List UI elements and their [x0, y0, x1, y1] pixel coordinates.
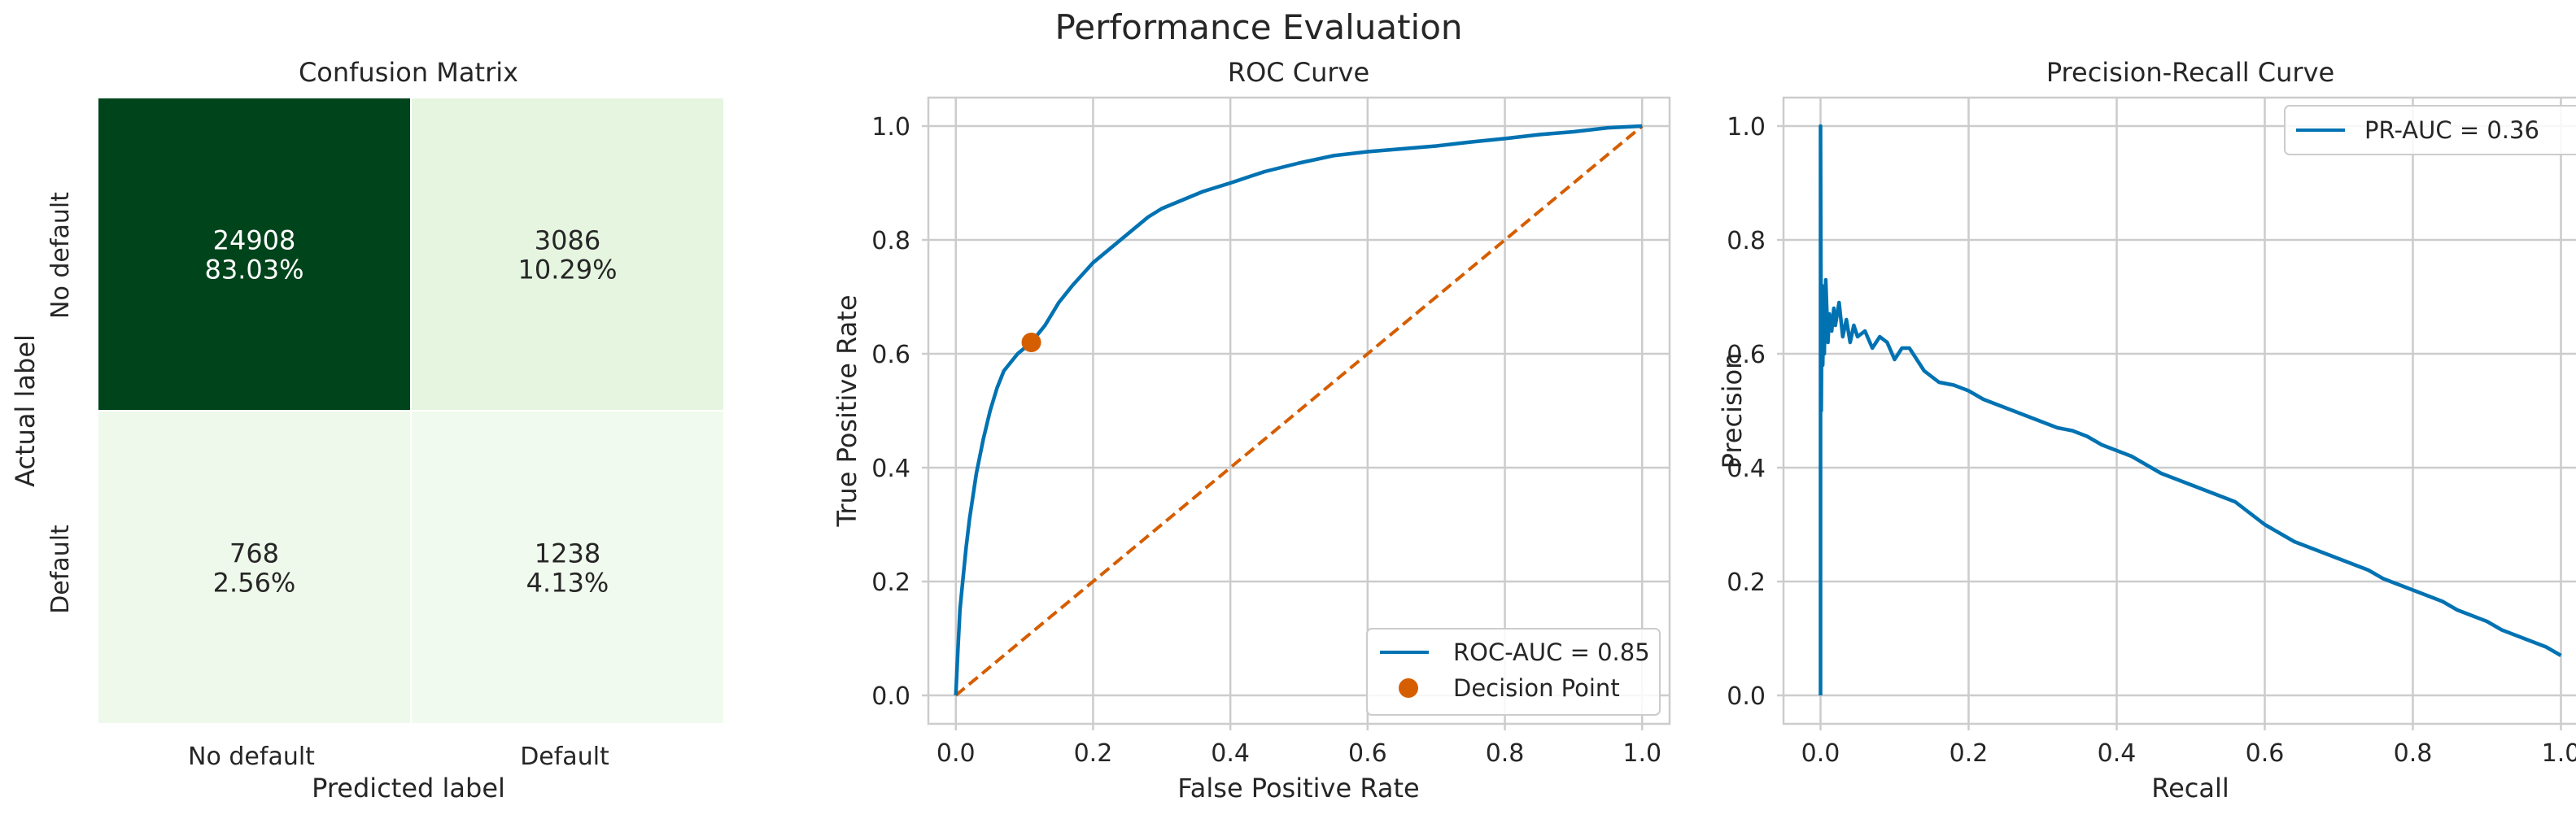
roc-xtick-label-1: 0.2 [1074, 739, 1113, 768]
cm-xtick-default: Default [520, 743, 609, 771]
roc-legend-decision: Decision Point [1453, 674, 1620, 702]
pr-ytick-label-5: 1.0 [1727, 113, 1766, 142]
cm-ytick-no-default: No default [46, 192, 75, 319]
cm-ytick-default: Default [46, 525, 75, 614]
pr-ylabel: Precision [1717, 353, 1748, 469]
cm-cell-0-1 [410, 97, 725, 412]
cm-xlabel: Predicted label [312, 773, 505, 804]
pr-legend-auc: PR-AUC = 0.36 [2364, 116, 2539, 144]
roc-ytick-label-2: 0.4 [871, 455, 910, 483]
pr-ytick-label-1: 0.2 [1727, 569, 1766, 597]
pr-ytick-label-4: 0.8 [1727, 227, 1766, 255]
cm-xtick-no-default: No default [188, 743, 315, 771]
roc-curve-line [954, 124, 1643, 696]
roc-curve-panel: ROC Curve 0.0 0.2 0.4 0.6 0.8 1.0 0.0 0.2 0.4 0.6… [832, 57, 1671, 804]
pr-curve-line [1818, 124, 2562, 695]
cm-percent-0-0: 83.03% [204, 255, 303, 285]
pr-legend: PR-AUC = 0.36 [2284, 105, 2576, 155]
cm-cell-1-1 [410, 410, 725, 725]
roc-xtick-label-5: 1.0 [1622, 739, 1661, 768]
roc-decision-point [1021, 333, 1041, 352]
roc-xtick-label-4: 0.8 [1486, 739, 1525, 768]
roc-ytick-label-4: 0.8 [871, 227, 910, 255]
pr-xtick-label-1: 0.2 [1949, 739, 1989, 768]
pr-xtick-label-3: 0.6 [2246, 739, 2285, 768]
cm-count-0-0: 24908 [213, 225, 296, 256]
cm-cell-0-0 [97, 97, 412, 412]
roc-xlabel: False Positive Rate [1177, 773, 1419, 804]
cm-cell-1-0 [97, 410, 412, 725]
figure-title: Performance Evaluation [1054, 7, 1462, 47]
roc-legend-auc: ROC-AUC = 0.85 [1453, 638, 1650, 666]
roc-ytick-label-1: 0.2 [871, 569, 910, 597]
cm-title: Confusion Matrix [299, 57, 518, 88]
pr-ytick-label-2: 0.4 [1727, 455, 1766, 483]
cm-count-1-1: 1238 [535, 538, 600, 569]
cm-ylabel: Actual label [10, 334, 41, 487]
pr-frame [1782, 96, 2576, 725]
roc-ytick-label-0: 0.0 [871, 682, 910, 711]
pr-xtick-label-0: 0.0 [1801, 739, 1840, 768]
pr-ytick-label-3: 0.6 [1727, 341, 1766, 369]
cm-percent-1-1: 4.13% [526, 568, 609, 599]
roc-ylabel: True Positive Rate [832, 294, 862, 527]
roc-xtick-label-2: 0.4 [1211, 739, 1250, 768]
pr-title: Precision-Recall Curve [2046, 57, 2334, 88]
roc-legend-point-swatch [1399, 678, 1418, 698]
roc-ytick-label-3: 0.6 [871, 341, 910, 369]
roc-xtick-label-3: 0.6 [1348, 739, 1387, 768]
pr-xtick-label-4: 0.8 [2394, 739, 2433, 768]
roc-ytick-label-5: 1.0 [871, 113, 910, 142]
pr-xtick-label-5: 1.0 [2542, 739, 2576, 768]
pr-xlabel: Recall [2151, 773, 2229, 804]
roc-legend-box [1366, 628, 1661, 716]
pr-curve-panel: Precision-Recall Curve 0.0 0.2 0.4 0.6 0.8 1.… [1717, 57, 2576, 804]
roc-title: ROC Curve [1228, 57, 1369, 88]
cm-percent-0-1: 10.29% [517, 255, 617, 285]
pr-legend-box [2284, 105, 2576, 155]
roc-frame [927, 96, 1671, 725]
pr-xtick-label-2: 0.4 [2098, 739, 2137, 768]
cm-count-1-0: 768 [229, 538, 279, 569]
cm-count-0-1: 3086 [535, 225, 600, 256]
pr-ytick-label-0: 0.0 [1727, 682, 1766, 711]
roc-legend: ROC-AUC = 0.85 Decision Point [1366, 628, 1661, 716]
roc-xtick-label-0: 0.0 [937, 739, 976, 768]
cm-percent-1-0: 2.56% [213, 568, 296, 599]
roc-chance-line [954, 124, 1644, 697]
